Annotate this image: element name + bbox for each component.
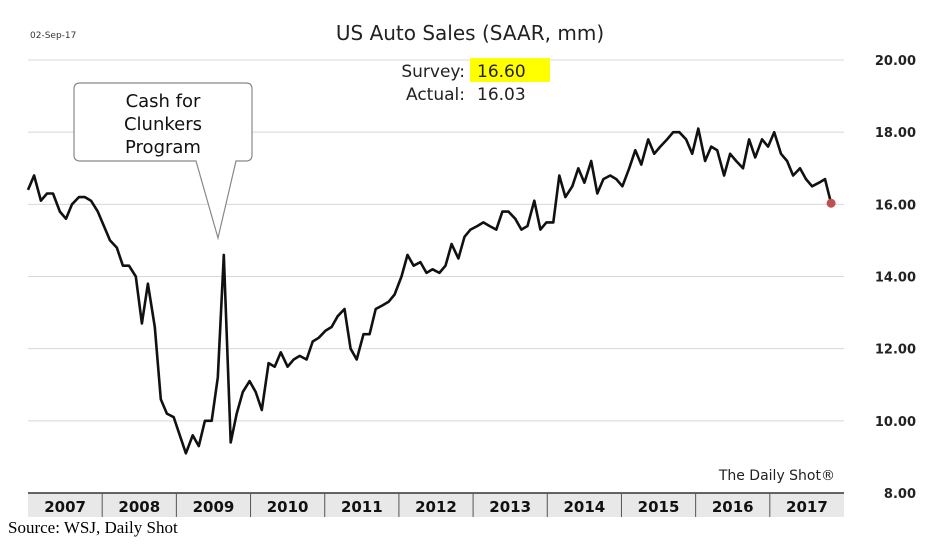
callout-line-2: Clunkers	[124, 114, 202, 135]
brand-label: The Daily Shot®	[718, 468, 835, 484]
x-tick-label: 2008	[118, 498, 160, 516]
x-tick-label: 2016	[712, 498, 754, 516]
chart-title: US Auto Sales (SAAR, mm)	[336, 21, 604, 45]
series-layer	[26, 127, 836, 455]
y-tick-label: 18.00	[875, 126, 916, 141]
series-line	[26, 127, 833, 455]
x-tick-label: 2014	[563, 498, 605, 516]
x-tick-label: 2009	[193, 498, 235, 516]
survey-label: Survey:	[401, 62, 465, 82]
actual-value: 16.03	[477, 85, 526, 105]
actual-label: Actual:	[406, 85, 465, 105]
x-tick-label: 2013	[489, 498, 531, 516]
x-tick-label: 2011	[341, 498, 383, 516]
y-axis-labels: 8.00 10.00 12.00 14.00 16.00 18.00 20.00	[875, 54, 916, 502]
survey-value: 16.60	[477, 62, 526, 82]
x-tick-label: 2017	[786, 498, 828, 516]
x-tick-label: 2010	[267, 498, 309, 516]
chart-date: 02-Sep-17	[30, 31, 76, 41]
x-axis-band	[28, 493, 844, 517]
survey-highlight	[470, 58, 550, 82]
callout-line-3: Program	[125, 137, 201, 158]
x-axis-labels: 2007 2008 2009 2010 2011 2012 2013 2014 2015 2016…	[44, 493, 828, 517]
y-tick-label: 20.00	[875, 54, 916, 69]
x-tick-label: 2012	[415, 498, 457, 516]
y-tick-label: 10.00	[875, 415, 916, 430]
callout-bubble	[73, 82, 253, 241]
y-tick-label: 14.00	[875, 271, 916, 286]
source-note: Source: WSJ, Daily Shot	[8, 518, 178, 537]
y-tick-label: 12.00	[875, 343, 916, 358]
x-tick-label: 2007	[44, 498, 86, 516]
y-tick-label: 16.00	[875, 198, 916, 213]
x-tick-label: 2015	[638, 498, 680, 516]
latest-point	[826, 198, 836, 208]
y-tick-label: 8.00	[884, 487, 916, 502]
callout-line-1: Cash for	[126, 91, 201, 112]
